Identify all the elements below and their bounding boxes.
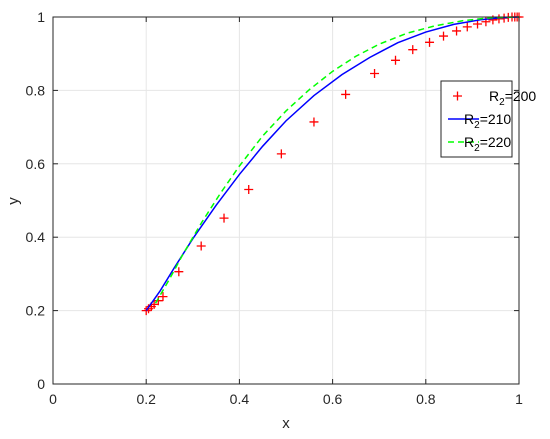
data-point-plus-marker [196,241,206,251]
x-tick-label: 0 [49,391,57,407]
data-point-plus-marker [341,89,351,99]
legend-marker-plus [453,91,462,101]
axes: 0 0.2 0.4 0.6 0.8 1 0 0.2 0.4 0.6 0.8 1 [26,9,524,407]
data-point-plus-marker [219,213,229,223]
data-point-plus-marker [244,184,254,194]
y-tick-label: 0.2 [26,303,46,319]
data-point-plus-marker [158,292,168,302]
data-point-plus-marker [153,296,163,306]
legend-label-value: =220 [480,134,512,150]
data-point-plus-marker [462,22,472,32]
legend-label-base: R [464,134,474,150]
y-tick-label: 1 [37,9,45,25]
legend-label-base: R [489,88,499,104]
data-point-plus-marker [408,45,418,55]
plot-series [141,12,524,316]
x-tick-label: 0.6 [323,391,343,407]
plot-area [53,17,519,384]
data-point-plus-marker [452,26,462,36]
y-axis-label: y [5,197,22,205]
y-tick-label: 0.4 [26,229,46,245]
data-point-plus-marker [370,69,380,79]
legend-label-subscript: 2 [474,143,480,154]
legend-label: R2=220 [464,134,511,154]
x-axis-label: x [282,415,290,432]
x-tick-label: 0.2 [136,391,156,407]
legend-label-base: R [464,111,474,127]
legend-label-value: =200 [505,88,537,104]
y-tick-label: 0 [37,376,45,392]
data-point-plus-marker [174,267,184,277]
series-line-dashed [154,16,520,304]
legend-label: R2=210 [464,111,511,131]
data-point-plus-marker [391,55,401,65]
legend-label: R2=200 [489,88,536,108]
x-tick-label: 1 [515,391,523,407]
y-tick-label: 0.8 [26,82,46,98]
legend-label-subscript: 2 [499,97,505,108]
grid [52,16,520,385]
data-point-plus-marker [309,117,319,127]
axes-box [52,16,520,385]
data-point-plus-marker [425,37,435,47]
data-point-plus-marker [439,31,449,41]
data-point-plus-marker [276,149,286,159]
legend-label-subscript: 2 [474,120,480,131]
legend-label-value: =210 [480,111,512,127]
x-tick-label: 0.8 [416,391,436,407]
y-tick-label: 0.6 [26,156,46,172]
x-tick-label: 0.4 [230,391,250,407]
